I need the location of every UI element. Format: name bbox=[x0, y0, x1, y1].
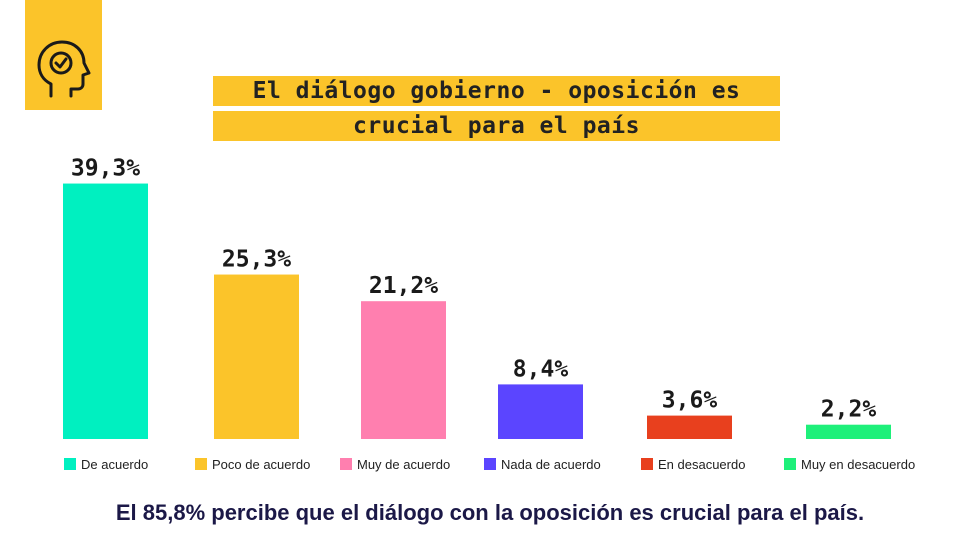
legend-swatch-2 bbox=[340, 458, 352, 470]
value-label-3: 8,4% bbox=[513, 356, 569, 382]
value-label-2: 21,2% bbox=[369, 273, 438, 299]
bar-0 bbox=[63, 183, 148, 439]
logo-box bbox=[25, 0, 102, 110]
legend-label-0: De acuerdo bbox=[81, 457, 148, 472]
chart-title-line-1: El diálogo gobierno - oposición es bbox=[213, 76, 780, 106]
legend-swatch-4 bbox=[641, 458, 653, 470]
value-label-0: 39,3% bbox=[71, 156, 140, 182]
value-label-4: 3,6% bbox=[662, 388, 718, 414]
legend-label-5: Muy en desacuerdo bbox=[801, 457, 915, 472]
bar-4 bbox=[647, 415, 732, 439]
bar-1 bbox=[214, 274, 299, 439]
legend-label-2: Muy de acuerdo bbox=[357, 457, 450, 472]
head-check-icon bbox=[37, 40, 91, 98]
bar-2 bbox=[361, 301, 446, 439]
value-label-1: 25,3% bbox=[222, 247, 291, 273]
value-label-5: 2,2% bbox=[821, 397, 877, 423]
bar-5 bbox=[806, 424, 891, 439]
legend-label-4: En desacuerdo bbox=[658, 457, 745, 472]
chart-title-line-2: crucial para el país bbox=[213, 111, 780, 141]
footer-summary: El 85,8% percibe que el diálogo con la o… bbox=[115, 500, 865, 525]
legend-swatch-1 bbox=[195, 458, 207, 470]
legend-label-1: Poco de acuerdo bbox=[212, 457, 310, 472]
legend-swatch-0 bbox=[64, 458, 76, 470]
legend-swatch-5 bbox=[784, 458, 796, 470]
legend-swatch-3 bbox=[484, 458, 496, 470]
legend-label-3: Nada de acuerdo bbox=[501, 457, 601, 472]
bar-chart: 39,3% De acuerdo 25,3% Poco de acuerdo 21,2%… bbox=[63, 156, 915, 472]
bar-3 bbox=[498, 384, 583, 439]
